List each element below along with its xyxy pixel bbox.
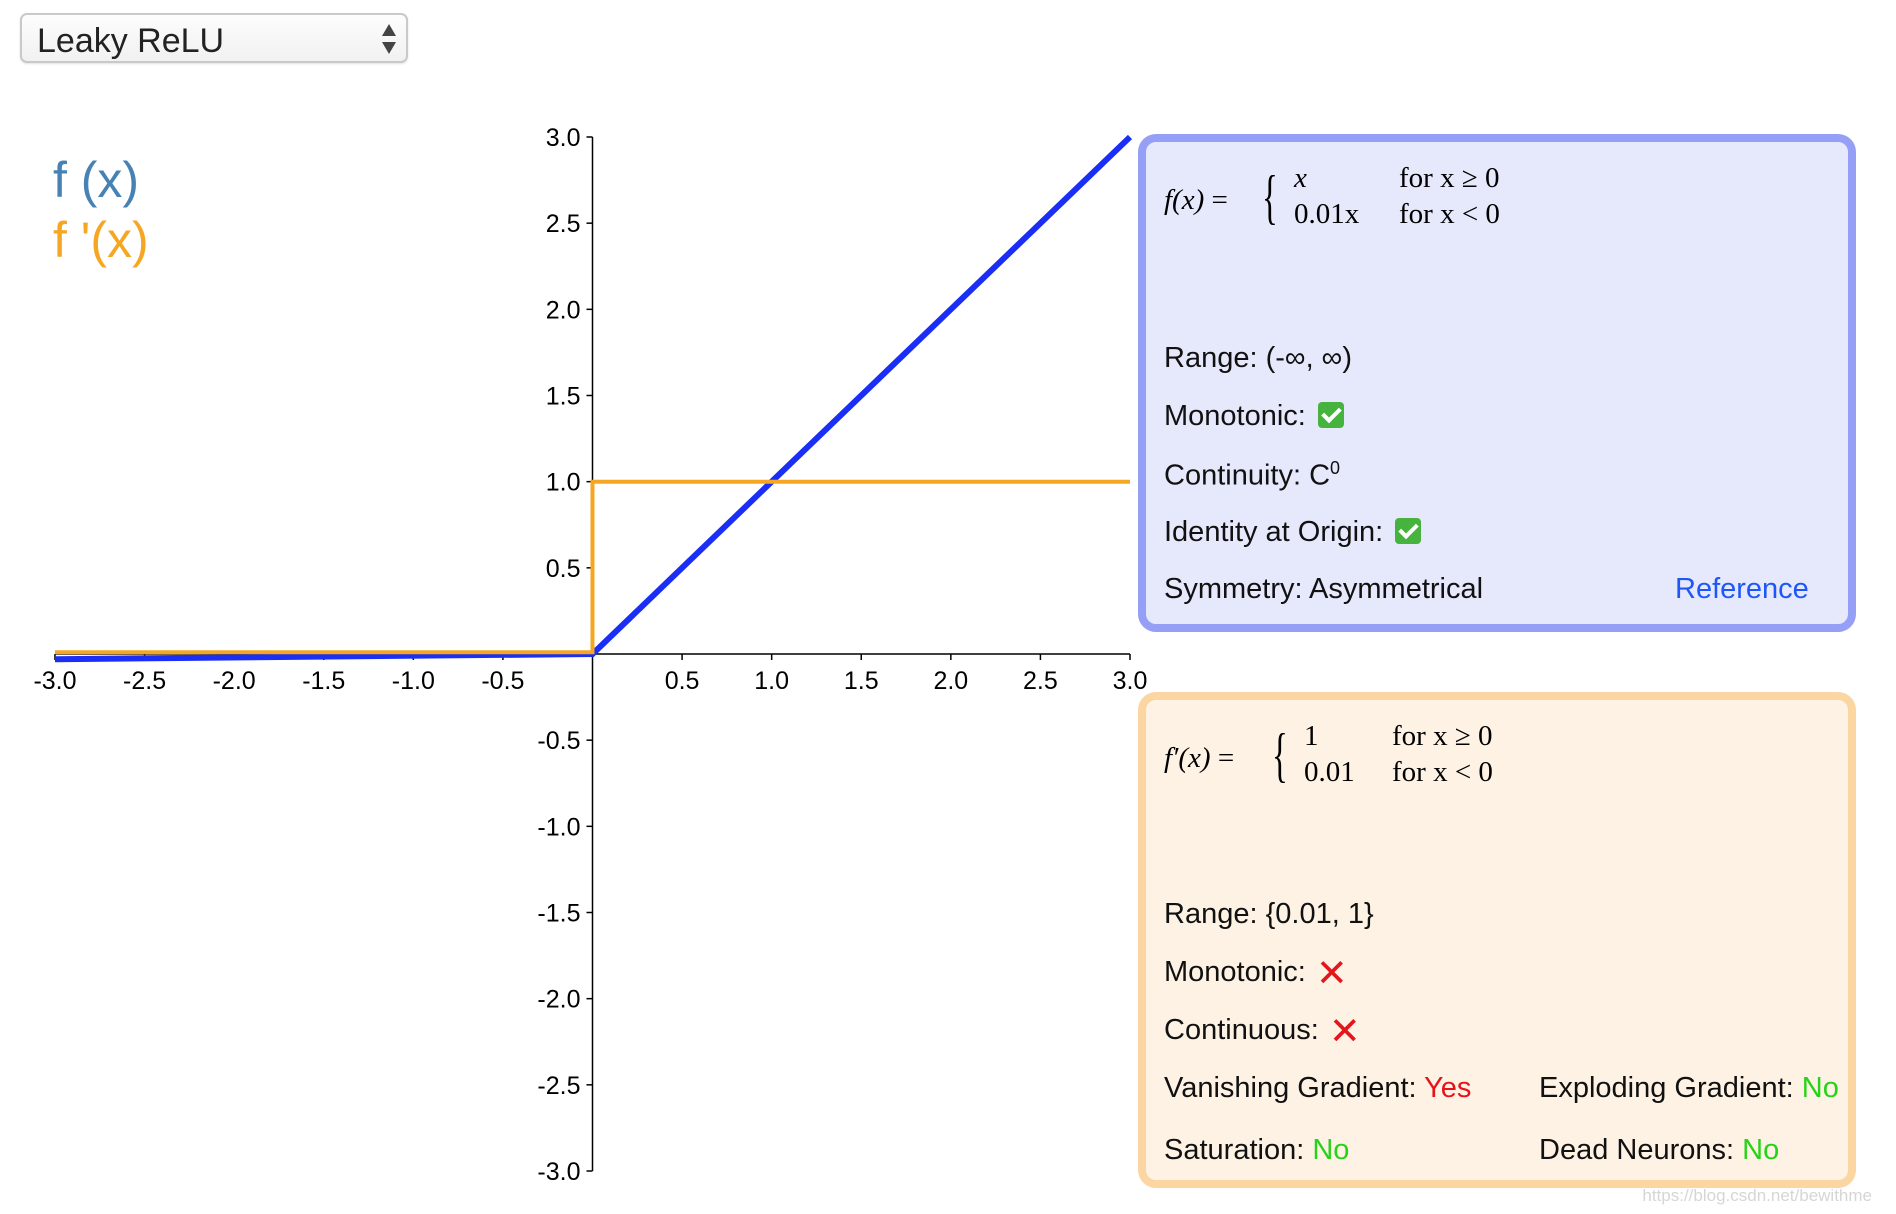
exploding-gradient-row: Exploding Gradient: No: [1539, 1072, 1839, 1104]
monotonic-row: Monotonic: ✕: [1164, 953, 1348, 995]
x-tick-label: -0.5: [481, 667, 524, 695]
x-tick-label: -2.0: [213, 667, 256, 695]
monotonic-row: Monotonic:: [1164, 400, 1344, 433]
x-tick-label: 2.5: [1023, 667, 1058, 695]
legend-dfx: f '(x): [53, 212, 149, 268]
case-cond: for x < 0: [1392, 756, 1493, 788]
formula-brace: {: [1272, 722, 1288, 788]
y-tick-label: -2.5: [537, 1072, 580, 1100]
dfx-series-line: [55, 479, 1130, 655]
y-tick-label: 2.0: [546, 296, 581, 324]
cross-icon: ✕: [1328, 1011, 1361, 1053]
activation-select-value: Leaky ReLU: [37, 22, 225, 60]
continuous-row: Continuous: ✕: [1164, 1011, 1361, 1053]
case-expr: x: [1294, 162, 1307, 194]
derivative-panel: f′(x) = { 1 for x ≥ 0 0.01 for x < 0 Ran…: [1138, 692, 1856, 1188]
x-tick-label: -3.0: [33, 667, 76, 695]
checkmark-icon: [1395, 518, 1422, 544]
checkmark-icon: [1317, 402, 1344, 428]
x-tick-label: 2.0: [933, 667, 968, 695]
y-tick-label: -1.5: [537, 900, 580, 928]
continuity-row: Continuity: C0: [1164, 458, 1341, 492]
y-tick-label: 2.5: [546, 210, 581, 238]
formula-brace: {: [1262, 164, 1278, 230]
range-row: Range: (-∞, ∞): [1164, 342, 1353, 374]
y-tick-label: 1.5: [546, 383, 581, 411]
y-tick-label: -3.0: [537, 1158, 580, 1186]
y-tick-label: 3.0: [546, 124, 581, 152]
saturation-value: No: [1312, 1134, 1350, 1166]
dead-neurons-row: Dead Neurons: No: [1539, 1134, 1780, 1166]
reference-link[interactable]: Reference: [1675, 573, 1809, 605]
case-cond: for x ≥ 0: [1399, 162, 1500, 194]
y-tick-label: -1.0: [537, 813, 580, 841]
vanishing-gradient-value: Yes: [1424, 1072, 1472, 1104]
y-tick-label: -2.0: [537, 986, 580, 1014]
dead-neurons-value: No: [1742, 1134, 1780, 1166]
x-tick-label: 3.0: [1113, 667, 1148, 695]
case-cond: for x ≥ 0: [1392, 720, 1493, 752]
vanishing-gradient-row: Vanishing Gradient: Yes: [1164, 1072, 1472, 1104]
identity-row: Identity at Origin:: [1164, 516, 1422, 549]
y-tick-label: -0.5: [537, 727, 580, 755]
case-expr: 0.01x: [1294, 198, 1360, 230]
y-tick-label: 0.5: [546, 555, 581, 583]
updown-arrows-icon: [382, 24, 396, 54]
watermark: https://blog.csdn.net/bewithme: [1642, 1186, 1872, 1205]
formula-lhs: f′(x): [1164, 742, 1211, 774]
exploding-gradient-value: No: [1801, 1072, 1839, 1104]
x-tick-label: -2.5: [123, 667, 166, 695]
legend-fx: f (x): [53, 152, 140, 208]
formula-lhs: f(x): [1164, 184, 1205, 216]
x-tick-label: 1.5: [844, 667, 879, 695]
x-tick-label: 1.0: [754, 667, 789, 695]
activation-select[interactable]: Leaky ReLU: [20, 13, 408, 63]
x-tick-label: -1.0: [392, 667, 435, 695]
range-row: Range: {0.01, 1}: [1164, 898, 1374, 930]
x-tick-label: -1.5: [302, 667, 345, 695]
saturation-row: Saturation: No: [1164, 1134, 1350, 1166]
y-tick-label: 1.0: [546, 469, 581, 497]
chart-series: [54, 134, 1133, 663]
case-expr: 0.01: [1304, 756, 1355, 788]
x-tick-label: 0.5: [665, 667, 700, 695]
case-expr: 1: [1304, 720, 1319, 752]
cross-icon: ✕: [1315, 953, 1348, 995]
case-cond: for x < 0: [1399, 198, 1500, 230]
function-panel: f(x) = { x for x ≥ 0 0.01x for x < 0 Ran…: [1138, 134, 1856, 632]
symmetry-row: Symmetry: Asymmetrical: [1164, 573, 1484, 605]
chart-ticks: -3.0 -2.5 -2.0 -1.5 -1.0 -0.5 0.5 1.0 1.5 2.0 2.5 3…: [33, 124, 1147, 1186]
